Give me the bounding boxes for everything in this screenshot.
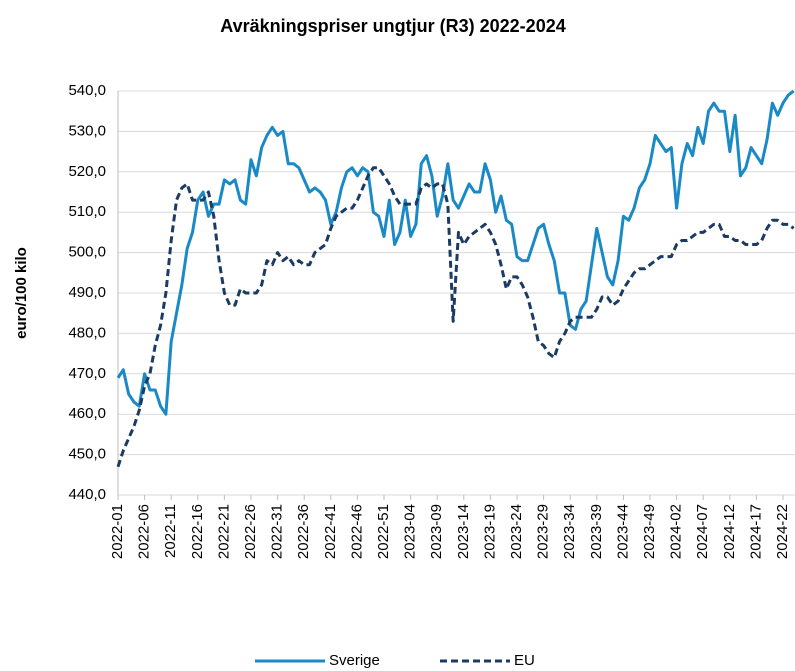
x-tick-label: 2024-12 [721, 504, 738, 559]
legend-label: Sverige [329, 652, 380, 669]
x-tick-label: 2023-44 [614, 504, 631, 559]
x-tick-label: 2023-39 [588, 504, 605, 559]
chart-title: Avräkningspriser ungtjur (R3) 2022-2024 [220, 16, 565, 36]
y-tick-label: 540,0 [68, 82, 106, 99]
x-tick-label: 2023-14 [455, 504, 472, 559]
y-tick-label: 520,0 [68, 163, 106, 180]
y-axis-title: euro/100 kilo [13, 247, 30, 339]
x-tick-label: 2024-07 [694, 504, 711, 559]
x-tick-label: 2023-04 [402, 504, 419, 559]
y-tick-label: 500,0 [68, 244, 106, 261]
x-tick-label: 2022-41 [322, 504, 339, 559]
x-tick-label: 2023-34 [561, 504, 578, 559]
x-tick-label: 2023-09 [428, 504, 445, 559]
x-tick-label: 2022-06 [136, 504, 153, 559]
x-tick-label: 2022-01 [109, 504, 126, 559]
x-tick-label: 2023-19 [481, 504, 498, 559]
y-tick-label: 530,0 [68, 122, 106, 139]
x-tick-label: 2024-22 [774, 504, 791, 559]
x-tick-label: 2024-02 [668, 504, 685, 559]
x-tick-label: 2022-36 [295, 504, 312, 559]
x-tick-label: 2022-21 [215, 504, 232, 559]
y-tick-label: 450,0 [68, 446, 106, 463]
x-tick-label: 2023-29 [535, 504, 552, 559]
x-tick-label: 2022-11 [162, 504, 179, 558]
x-tick-label: 2023-24 [508, 504, 525, 559]
x-tick-label: 2024-17 [747, 504, 764, 559]
legend-label: EU [514, 652, 535, 669]
series-line [116, 166, 795, 468]
x-tick-label: 2022-51 [375, 504, 392, 559]
y-tick-label: 460,0 [68, 405, 106, 422]
x-tick-label: 2022-26 [242, 504, 259, 559]
y-tick-label: 480,0 [68, 324, 106, 341]
series-line [116, 89, 795, 416]
y-tick-label: 440,0 [68, 486, 106, 503]
x-tick-label: 2022-31 [269, 504, 286, 559]
y-tick-label: 510,0 [68, 203, 106, 220]
y-tick-label: 470,0 [68, 365, 106, 382]
x-tick-label: 2022-16 [189, 504, 206, 559]
x-tick-label: 2023-49 [641, 504, 658, 559]
x-tick-label: 2022-46 [348, 504, 365, 559]
y-tick-label: 490,0 [68, 284, 106, 301]
